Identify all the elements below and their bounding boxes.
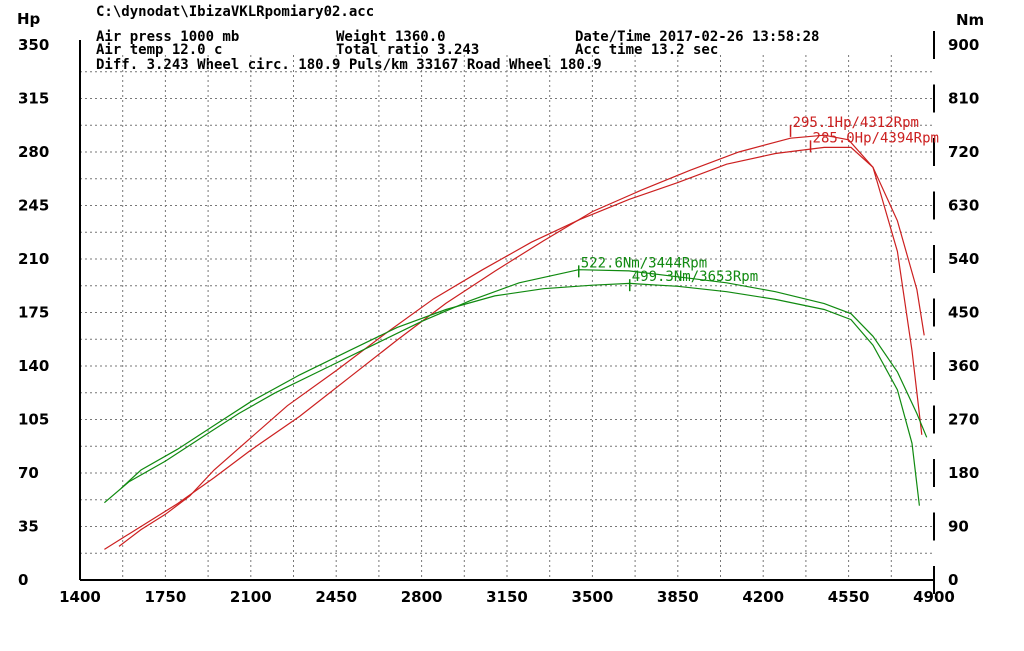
y2-tick-label: 720 [948,143,979,161]
torque-curve [104,269,928,504]
power-curve [104,134,925,550]
x-tick-label: 2100 [230,588,272,606]
y2-tick-label: 360 [948,357,979,375]
grid [80,55,934,580]
y-tick-label: 315 [18,90,49,108]
x-tick-label: 2450 [315,588,357,606]
y-tick-label: 210 [18,250,49,268]
x-tick-label: 4200 [742,588,784,606]
file-path: C:\dynodat\IbizaVKLRpomiary02.acc [96,4,374,20]
y-tick-label: 0 [18,571,28,589]
air-temperature: Air temp 12.0 c [96,42,222,58]
y2-tick-label: 810 [948,90,979,108]
x-tick-label: 2800 [401,588,443,606]
diff-info-line: Diff. 3.243 Wheel circ. 180.9 Puls/km 33… [96,57,602,73]
y-tick-label: 105 [18,411,49,429]
x-tick-label: 3850 [657,588,699,606]
y2-tick-label: 0 [948,571,958,589]
y2-tick-label: 450 [948,304,979,322]
peak-label: 295.1Hp/4312Rpm [793,115,919,131]
y-tick-label: 175 [18,304,49,322]
acc-time: Acc time 13.2 sec [575,42,718,58]
air-pressure: Air press 1000 mb [96,29,239,45]
x-tick-label: 3150 [486,588,528,606]
x-tick-label: 1750 [145,588,187,606]
x-tick-label: 3500 [572,588,614,606]
peak-label: 522.6Nm/3444Rpm [581,255,707,271]
x-tick-label: 4550 [828,588,870,606]
date-time: Date/Time 2017-02-26 13:58:28 [575,29,819,45]
x-tick-label: 4900 [913,588,955,606]
y-tick-label: 35 [18,518,39,536]
total-ratio: Total ratio 3.243 [336,42,479,58]
y-axis-label: Hp [17,10,41,28]
y2-tick-label: 270 [948,411,979,429]
x-tick-label: 1400 [59,588,101,606]
y2-tick-label: 540 [948,250,979,268]
tick-labels: 1400 1750 2100 2450 2800 3150 3500 3850 4200 4550… [18,36,979,606]
y-tick-label: 350 [18,36,49,54]
peak-label: 285.0Hp/4394Rpm [813,130,939,146]
series-lines [104,134,928,550]
y2-tick-label: 630 [948,197,979,215]
y2-tick-label: 900 [948,36,979,54]
y-tick-label: 140 [18,357,49,375]
y-tick-label: 70 [18,464,39,482]
power-curve [118,146,923,547]
peak-label: 499.3Nm/3653Rpm [632,269,758,285]
y-tick-label: 245 [18,197,49,215]
vehicle-weight: Weight 1360.0 [336,29,446,45]
torque-curve [121,282,920,506]
axes [79,31,935,594]
y2-tick-label: 90 [948,518,969,536]
y-tick-label: 280 [18,143,49,161]
y2-tick-label: 180 [948,464,979,482]
y2-axis-label: Nm [956,11,984,29]
